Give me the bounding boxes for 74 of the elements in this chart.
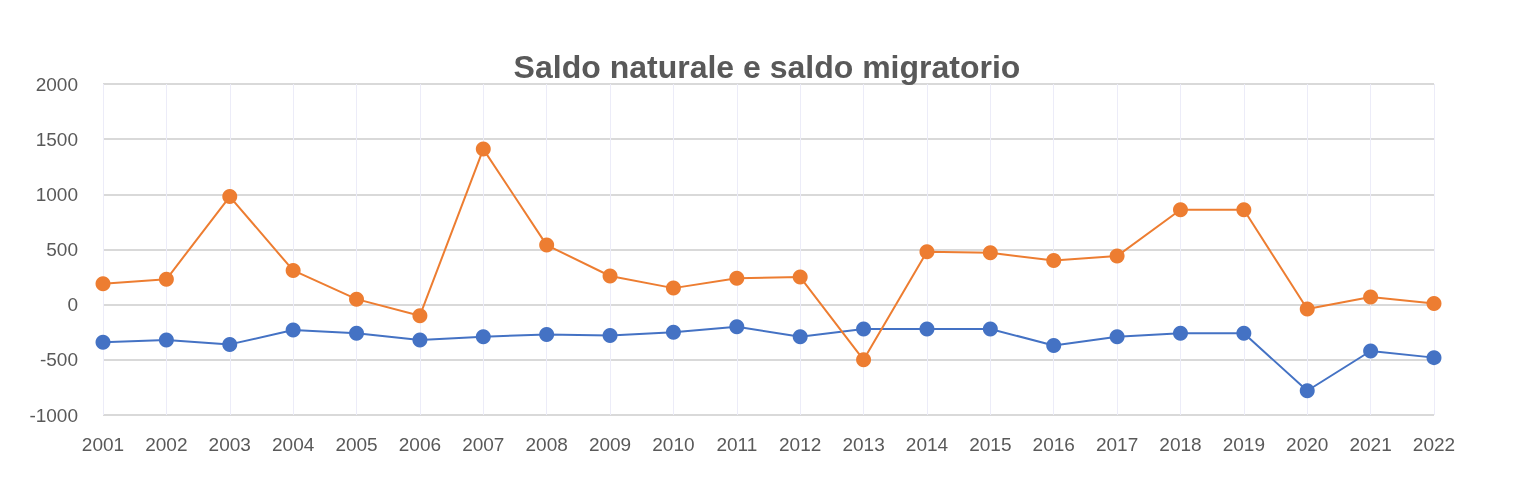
point (1363, 343, 1379, 359)
x-tick-label: 2011 (716, 434, 758, 455)
x-tick-label: 2010 (652, 434, 695, 455)
point (919, 321, 935, 337)
y-tick-label: 2000 (35, 73, 78, 95)
point (729, 270, 745, 286)
point (412, 332, 428, 348)
point (1426, 350, 1442, 366)
point (158, 332, 174, 348)
y-tick-label: 500 (46, 239, 78, 260)
x-tick-label: 2007 (462, 434, 505, 455)
x-tick-label: 2022 (1412, 434, 1456, 455)
point (222, 336, 238, 352)
y-tick-label: 0 (67, 294, 78, 316)
point (729, 319, 745, 335)
point (1236, 202, 1252, 218)
y-tick-label: -1000 (29, 404, 78, 426)
y-tick-label: 1500 (35, 128, 78, 150)
x-tick-label: 2018 (1159, 434, 1202, 455)
x-tick-label: 2006 (398, 434, 442, 455)
x-tick-label: 2016 (1032, 434, 1075, 455)
point (1299, 383, 1315, 399)
point (1109, 248, 1125, 264)
y-tick-label: -500 (39, 349, 78, 371)
x-tick-label: 2020 (1286, 434, 1329, 455)
point (95, 276, 111, 292)
point (1299, 301, 1315, 317)
x-tick-label: 2001 (81, 434, 125, 455)
point (919, 244, 935, 260)
point (982, 245, 998, 261)
point (95, 334, 111, 350)
x-tick-label: 2004 (272, 434, 315, 455)
x-tick-label: 2002 (145, 434, 188, 455)
point (158, 271, 174, 287)
point (1109, 329, 1125, 345)
point (1046, 253, 1062, 269)
x-tick-label: 2013 (842, 434, 885, 455)
point (792, 269, 808, 285)
point (1426, 296, 1442, 312)
point (349, 325, 365, 341)
point (1172, 325, 1188, 341)
x-tick-label: 2008 (525, 434, 568, 455)
chart-title: Saldo naturale e saldo migratorio (513, 49, 1021, 85)
point (475, 141, 491, 157)
point (412, 308, 428, 324)
point (349, 291, 365, 307)
point (602, 268, 618, 284)
point (856, 321, 872, 337)
point (222, 189, 238, 205)
x-tick-label: 2017 (1095, 434, 1139, 455)
point (539, 237, 555, 253)
point (1172, 202, 1188, 218)
point (665, 280, 681, 296)
y-tick-label: 1000 (35, 183, 78, 205)
x-tick-label: 2009 (588, 434, 632, 455)
point (602, 328, 618, 344)
x-tick-label: 2012 (779, 434, 822, 455)
x-tick-label: 2015 (969, 434, 1012, 455)
point (539, 326, 555, 342)
point (1046, 337, 1062, 353)
point (856, 352, 872, 368)
point (982, 321, 998, 337)
point (1236, 325, 1252, 341)
point (285, 322, 301, 338)
point (792, 329, 808, 345)
x-tick-label: 2005 (335, 434, 378, 455)
point (665, 324, 681, 340)
x-tick-label: 2021 (1349, 434, 1392, 455)
x-tick-label: 2019 (1222, 434, 1265, 455)
x-tick-label: 2014 (905, 434, 949, 455)
point (285, 262, 301, 278)
x-tick-label: 2003 (208, 434, 251, 455)
point (1363, 289, 1379, 305)
point (475, 329, 491, 345)
